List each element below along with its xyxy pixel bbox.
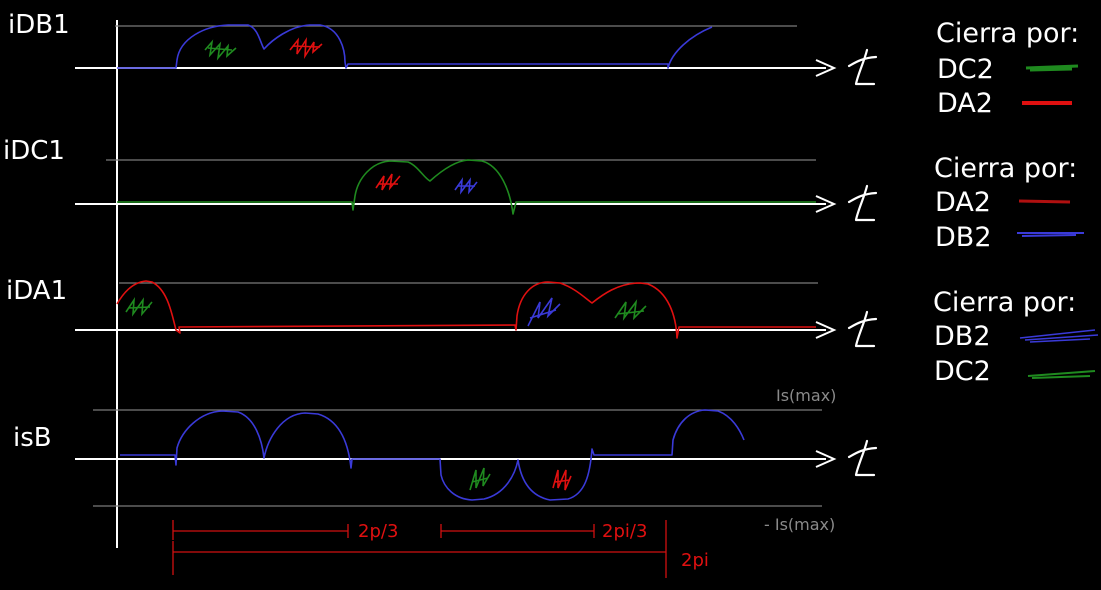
legend-title: Cierra por:	[933, 287, 1076, 318]
time-symbol-icon	[847, 184, 878, 222]
interval-label-second: 2pi/3	[602, 521, 647, 542]
scribble-green	[614, 299, 647, 321]
scribble-green	[204, 39, 237, 61]
scribble-green	[125, 297, 153, 317]
legend-title: Cierra por:	[934, 153, 1077, 184]
interval-label-first: 2p/3	[358, 521, 398, 542]
signal-ida1: iDA1	[6, 276, 878, 348]
signal-label-idb1: iDB1	[8, 10, 70, 40]
interval-2pi3-second	[440, 524, 595, 538]
scribble-red	[289, 36, 323, 60]
legend-item-label: DC2	[937, 54, 994, 85]
legend-item-label: DA2	[935, 187, 991, 218]
scribble-red	[552, 469, 572, 491]
green-stroke-swatch	[1025, 64, 1079, 72]
time-symbol-icon	[847, 48, 878, 86]
legend-title: Cierra por:	[936, 18, 1079, 49]
signal-label-isb: isB	[13, 423, 52, 453]
legend-1: Cierra por: DC2 DA2	[936, 18, 1079, 119]
time-axis-arrow	[815, 59, 837, 77]
waveform-idc1	[117, 159, 816, 215]
legend-item-label: DA2	[937, 88, 993, 119]
interval-2p3-first	[172, 520, 349, 540]
legend-3: Cierra por: DB2 DC2	[933, 287, 1099, 387]
legend-item-label: DC2	[934, 356, 991, 387]
time-axis-arrow	[815, 321, 837, 339]
signal-idb1: iDB1	[8, 10, 878, 86]
waveform-ida1	[116, 280, 816, 339]
legend-item-label: DB2	[934, 321, 991, 352]
interval-label-total: 2pi	[681, 550, 709, 571]
ref-label-neg: - Is(max)	[764, 515, 835, 534]
scribble-red	[375, 173, 401, 191]
time-symbol-icon	[847, 439, 878, 477]
red-stroke-swatch	[1018, 199, 1071, 204]
legend-item-label: DB2	[935, 222, 992, 253]
time-axis-arrow	[815, 195, 837, 213]
waveform-idb1	[117, 24, 713, 69]
blue-stroke-swatch	[1017, 232, 1084, 237]
waveform-isb	[120, 409, 745, 501]
signal-isb: isB Is(max) - Is(max)	[13, 386, 878, 534]
ref-label-pos: Is(max)	[776, 386, 836, 405]
time-axis-arrow	[815, 450, 837, 468]
blue-stroke-swatch	[1019, 329, 1099, 343]
interval-dimensions: 2p/3 2pi/3 2pi	[172, 520, 709, 578]
scribble-blue	[454, 177, 478, 195]
time-symbol-icon	[847, 310, 878, 348]
signal-label-ida1: iDA1	[6, 276, 67, 306]
scribble-blue	[527, 297, 561, 327]
legend-2: Cierra por: DA2 DB2	[934, 153, 1084, 253]
green-stroke-swatch	[1027, 370, 1096, 379]
interval-2pi-total	[172, 520, 667, 578]
signal-label-idc1: iDC1	[3, 136, 65, 166]
scribble-green	[469, 467, 491, 491]
signal-idc1: iDC1	[3, 136, 878, 222]
